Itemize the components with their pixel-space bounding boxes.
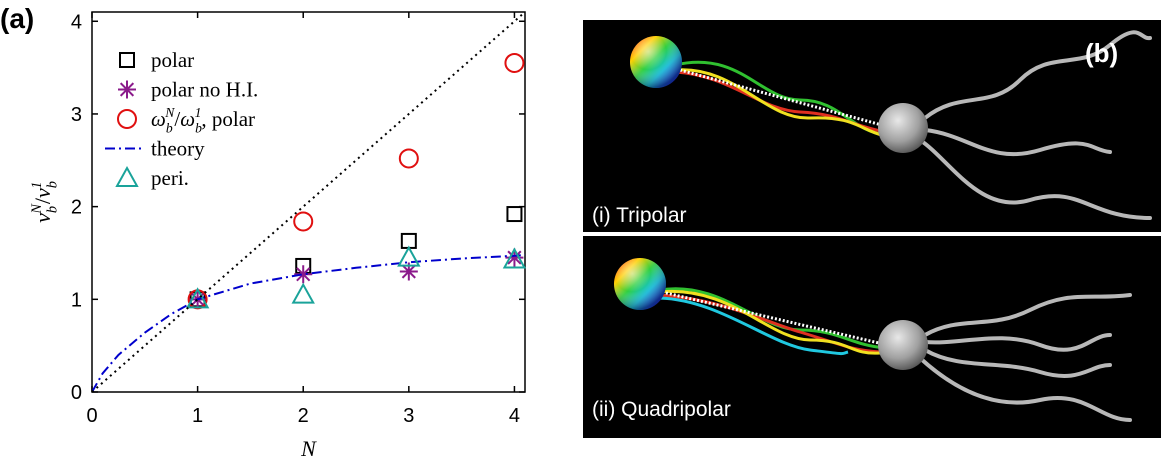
cell-shading	[614, 258, 666, 310]
y-tick-label: 4	[71, 11, 82, 33]
y-tick-label: 0	[71, 382, 82, 404]
marker-asterisk	[399, 262, 418, 281]
cell-body	[878, 103, 928, 153]
marker-circle	[293, 211, 314, 232]
legend-label: polar	[151, 48, 194, 72]
marker-circle	[504, 52, 525, 73]
line-dashdot	[92, 253, 525, 392]
marker-asterisk	[294, 265, 313, 284]
cell-body	[878, 320, 928, 370]
x-tick-label: 3	[403, 405, 414, 427]
y-tick-label: 2	[71, 197, 82, 219]
marker-circle	[398, 148, 419, 169]
caption: (ii) Quadripolar	[592, 398, 731, 421]
marker-triangle	[502, 247, 527, 269]
y-axis-label: vbN/vb1	[29, 181, 61, 223]
line-dotted	[92, 12, 525, 392]
legend-marker	[119, 52, 135, 68]
panel-label: (b)	[1085, 38, 1118, 68]
marker-triangle	[185, 287, 210, 309]
image-panel	[583, 236, 1161, 438]
legend-marker	[117, 109, 137, 129]
x-axis-label: N	[300, 436, 317, 461]
panel-label: (a)	[0, 3, 34, 34]
path-trace	[661, 290, 901, 350]
plot-frame	[91, 11, 526, 393]
marker-triangle	[291, 282, 315, 304]
marker-asterisk	[505, 248, 524, 267]
legend-marker	[118, 80, 136, 99]
marker-square	[506, 206, 523, 223]
x-tick-label: 2	[298, 405, 309, 427]
y-tick-label: 3	[71, 104, 82, 126]
legend-label: peri.	[151, 166, 189, 190]
tails	[659, 60, 886, 356]
cell-shading	[630, 36, 682, 88]
legend-label: theory	[151, 137, 205, 161]
x-tick-label: 1	[192, 405, 203, 427]
x-tick-label: 0	[86, 405, 97, 427]
x-tick-label: 4	[509, 405, 520, 427]
legend-marker	[115, 165, 139, 187]
caption: (i) Tripolar	[592, 204, 687, 227]
panel-b: (b) (i) Tripolar (ii) Quadripolar	[583, 20, 1161, 438]
flagella	[918, 30, 1152, 422]
legend-label: ωbN/ωb1, polar	[151, 105, 255, 135]
y-tick-label: 1	[71, 289, 82, 311]
marker-triangle	[397, 245, 421, 267]
legend-label: polar no H.I.	[151, 78, 258, 102]
